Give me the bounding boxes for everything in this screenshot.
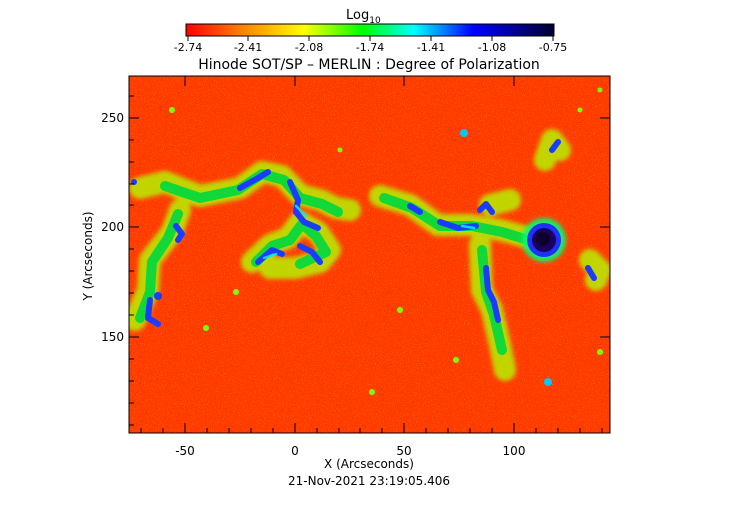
colorbar-tick-label: -2.08 bbox=[295, 41, 323, 54]
colorbar-tick-label: -0.75 bbox=[539, 41, 567, 54]
magnetic-spot bbox=[522, 218, 566, 262]
y-tick-label: 250 bbox=[101, 111, 124, 125]
colorbar-tick-label: -1.41 bbox=[417, 41, 445, 54]
x-tick-label: 50 bbox=[396, 444, 411, 458]
x-axis-label: X (Arcseconds) bbox=[324, 457, 414, 471]
plot-title: Hinode SOT/SP – MERLIN : Degree of Polar… bbox=[198, 57, 540, 73]
colorbar-ticks bbox=[187, 36, 554, 41]
y-axis-label: Y (Arcseconds) bbox=[81, 211, 95, 301]
x-tick-label: -50 bbox=[175, 444, 195, 458]
x-tick-label: 100 bbox=[503, 444, 526, 458]
timestamp: 21-Nov-2021 23:19:05.406 bbox=[288, 474, 450, 488]
colorbar-label: Log10 bbox=[346, 8, 381, 26]
plot-frame bbox=[128, 75, 611, 434]
polarization-map bbox=[129, 76, 610, 433]
x-tick-label: 0 bbox=[291, 444, 299, 458]
colorbar-tick-label: -2.74 bbox=[174, 41, 202, 54]
colorbar-tick-label: -1.08 bbox=[478, 41, 506, 54]
y-axis-ticks bbox=[129, 95, 610, 426]
colorbar-tick-label: -2.41 bbox=[234, 41, 262, 54]
small-patches bbox=[131, 87, 603, 395]
y-tick-label: 200 bbox=[101, 220, 124, 234]
colorbar-tick-label: -1.74 bbox=[356, 41, 384, 54]
y-tick-label: 150 bbox=[101, 330, 124, 344]
x-axis-ticks bbox=[140, 76, 603, 433]
colorbar bbox=[185, 23, 555, 37]
plage-network bbox=[129, 129, 610, 381]
